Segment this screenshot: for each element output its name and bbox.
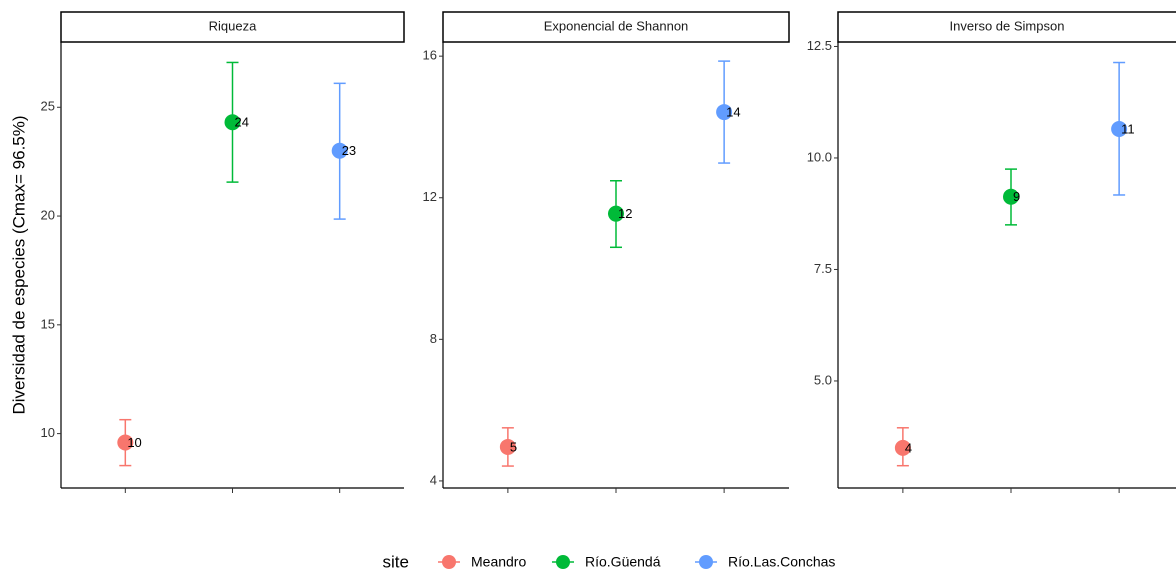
point xyxy=(608,205,624,222)
y-tick-label: 15 xyxy=(41,316,55,331)
legend-swatch xyxy=(442,555,456,569)
value-label: 12 xyxy=(618,206,632,221)
legend-swatch xyxy=(556,555,570,569)
point xyxy=(117,434,134,451)
y-tick-label: 8 xyxy=(430,331,437,346)
legend-title: site xyxy=(383,552,409,571)
point xyxy=(499,438,516,455)
value-label: 4 xyxy=(905,440,912,455)
strip xyxy=(60,11,405,43)
y-tick-label: 4 xyxy=(430,472,437,487)
strip-title: Exponencial de Shannon xyxy=(544,18,689,33)
y-tick-label: 16 xyxy=(423,48,437,63)
strip xyxy=(442,11,790,43)
legend-label: Meandro xyxy=(471,554,526,570)
strip xyxy=(837,11,1176,43)
value-label: 10 xyxy=(127,435,141,450)
point xyxy=(894,439,911,456)
y-tick-label: 25 xyxy=(41,99,55,114)
legend-label: Río.Las.Conchas xyxy=(728,554,835,570)
value-label: 9 xyxy=(1013,189,1020,204)
strip-title: Inverso de Simpson xyxy=(950,18,1065,33)
point xyxy=(1111,120,1128,137)
strip-title: Riqueza xyxy=(209,18,257,33)
legend-label: Río.Güendá xyxy=(585,554,661,570)
y-tick-label: 10.0 xyxy=(807,149,832,164)
value-label: 23 xyxy=(342,143,356,158)
y-axis-label: Diversidad de especies (Cmax= 96.5%) xyxy=(9,115,28,414)
y-tick-label: 20 xyxy=(41,207,55,222)
y-tick-label: 10 xyxy=(41,425,55,440)
point xyxy=(224,114,241,131)
value-label: 11 xyxy=(1121,121,1135,136)
point xyxy=(1003,188,1019,205)
value-label: 14 xyxy=(726,105,740,120)
value-label: 24 xyxy=(235,115,249,130)
point xyxy=(331,142,348,159)
legend-swatch xyxy=(699,555,713,569)
y-tick-label: 12.5 xyxy=(807,38,832,53)
y-tick-label: 5.0 xyxy=(814,372,832,387)
point xyxy=(716,104,733,121)
y-tick-label: 12 xyxy=(423,189,437,204)
y-tick-label: 7.5 xyxy=(814,261,832,276)
value-label: 5 xyxy=(510,439,517,454)
